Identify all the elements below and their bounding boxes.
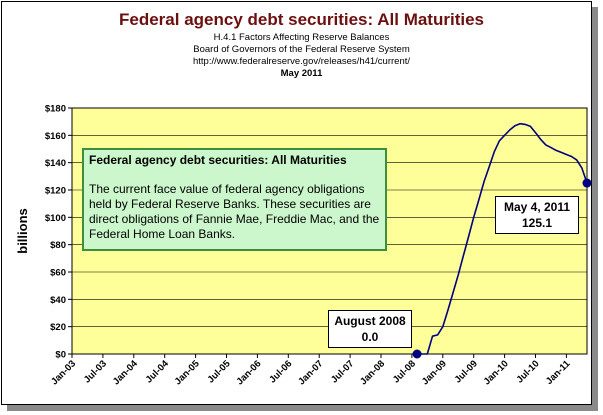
y-tick-label: $120 bbox=[45, 186, 66, 197]
x-tick-label: Jul-07 bbox=[329, 358, 356, 385]
y-tick-label: $100 bbox=[45, 213, 66, 224]
x-tick-label: Jan-11 bbox=[544, 358, 573, 387]
x-tick-label: Jan-09 bbox=[420, 358, 449, 387]
x-tick-label: Jul-08 bbox=[391, 358, 418, 385]
subtitle-source: Board of Governors of the Federal Reserv… bbox=[193, 44, 410, 55]
chart-title: Federal agency debt securities: All Matu… bbox=[119, 10, 484, 29]
x-tick-label: Jan-08 bbox=[358, 358, 387, 387]
callout-start-value: 0.0 bbox=[361, 330, 379, 344]
x-tick-label: Jan-03 bbox=[49, 358, 78, 387]
callout-start: August 2008 0.0 bbox=[328, 310, 412, 348]
x-tick-label: Jul-05 bbox=[205, 358, 233, 386]
callout-end-date: May 4, 2011 bbox=[503, 200, 571, 214]
x-tick-label: Jul-04 bbox=[144, 358, 172, 386]
marker-start bbox=[412, 349, 422, 359]
subtitle-date: May 2011 bbox=[280, 68, 323, 79]
x-tick-label: Jan-10 bbox=[482, 358, 511, 387]
x-tick-label: Jan-05 bbox=[173, 358, 203, 388]
y-tick-label: $80 bbox=[50, 240, 66, 251]
series-line bbox=[417, 122, 588, 355]
x-tick-label: Jul-06 bbox=[267, 358, 294, 385]
x-tick-label: Jul-03 bbox=[82, 358, 109, 385]
subtitle-report: H.4.1 Factors Affecting Reserve Balances bbox=[213, 32, 390, 43]
x-tick-label: Jul-09 bbox=[453, 358, 480, 385]
info-box-body: The current face value of federal agency… bbox=[89, 182, 380, 241]
y-tick-label: $60 bbox=[50, 268, 66, 279]
y-tick-label: $0 bbox=[55, 350, 66, 361]
y-tick-label: $140 bbox=[45, 158, 66, 169]
y-tick-label: $20 bbox=[50, 322, 66, 333]
callout-end-value: 125.1 bbox=[521, 216, 553, 230]
y-axis-label: billions bbox=[15, 208, 30, 254]
callout-end: May 4, 2011 125.1 bbox=[495, 196, 579, 234]
subtitle-url: http://www.federalreserve.gov/releases/h… bbox=[192, 56, 411, 67]
y-tick-label: $40 bbox=[50, 295, 66, 306]
y-tick-label: $160 bbox=[45, 131, 66, 142]
callout-start-date: August 2008 bbox=[334, 314, 406, 328]
x-tick-label: Jul-10 bbox=[514, 358, 541, 385]
marker-end bbox=[582, 178, 592, 188]
x-tick-label: Jan-04 bbox=[111, 358, 141, 388]
x-tick-label: Jan-06 bbox=[234, 358, 263, 387]
x-tick-label: Jan-07 bbox=[296, 358, 325, 387]
y-tick-label: $180 bbox=[45, 104, 66, 115]
info-box-title: Federal agency debt securities: All Matu… bbox=[89, 153, 347, 167]
info-box: Federal agency debt securities: All Matu… bbox=[82, 148, 387, 251]
